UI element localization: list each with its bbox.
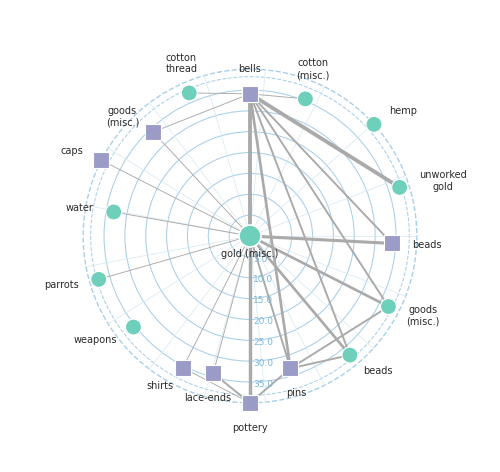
Text: shirts: shirts bbox=[146, 381, 174, 391]
Text: 10.0: 10.0 bbox=[254, 276, 274, 285]
Bar bbox=[205, 365, 221, 381]
Text: gold (misc.): gold (misc.) bbox=[222, 249, 278, 259]
Circle shape bbox=[298, 91, 314, 107]
Text: water: water bbox=[66, 203, 94, 213]
Circle shape bbox=[392, 179, 407, 195]
Bar bbox=[384, 236, 400, 252]
Bar bbox=[175, 360, 191, 376]
Text: caps: caps bbox=[60, 146, 84, 156]
Circle shape bbox=[91, 271, 106, 287]
Bar bbox=[242, 86, 258, 102]
Bar bbox=[94, 152, 110, 168]
Text: weapons: weapons bbox=[74, 335, 118, 345]
Circle shape bbox=[239, 225, 261, 247]
Circle shape bbox=[106, 204, 122, 220]
Text: pottery: pottery bbox=[232, 423, 268, 433]
Text: beads: beads bbox=[412, 239, 442, 250]
Text: pins: pins bbox=[286, 388, 306, 398]
Text: unworked
gold: unworked gold bbox=[419, 170, 467, 192]
Text: bells: bells bbox=[238, 64, 262, 74]
Circle shape bbox=[342, 347, 358, 363]
Text: hemp: hemp bbox=[389, 106, 417, 116]
Text: 15.0: 15.0 bbox=[254, 296, 274, 305]
Circle shape bbox=[182, 85, 197, 101]
Text: goods
(misc.): goods (misc.) bbox=[406, 305, 440, 327]
Text: cotton
(misc.): cotton (misc.) bbox=[296, 59, 330, 80]
Text: 35.0: 35.0 bbox=[254, 379, 274, 389]
Circle shape bbox=[366, 117, 382, 132]
Bar bbox=[145, 124, 161, 140]
Text: parrots: parrots bbox=[44, 280, 80, 290]
Text: beads: beads bbox=[363, 366, 392, 376]
Text: goods
(misc.): goods (misc.) bbox=[106, 106, 139, 128]
Circle shape bbox=[126, 319, 142, 335]
Text: 30.0: 30.0 bbox=[254, 359, 274, 368]
Text: 20.0: 20.0 bbox=[254, 317, 274, 326]
Text: lace-ends: lace-ends bbox=[184, 393, 232, 403]
Text: 5.0: 5.0 bbox=[254, 254, 268, 263]
Bar bbox=[282, 361, 298, 376]
Text: 25.0: 25.0 bbox=[254, 338, 274, 347]
Circle shape bbox=[380, 299, 396, 314]
Text: cotton
thread: cotton thread bbox=[166, 53, 198, 74]
Bar bbox=[242, 395, 258, 411]
